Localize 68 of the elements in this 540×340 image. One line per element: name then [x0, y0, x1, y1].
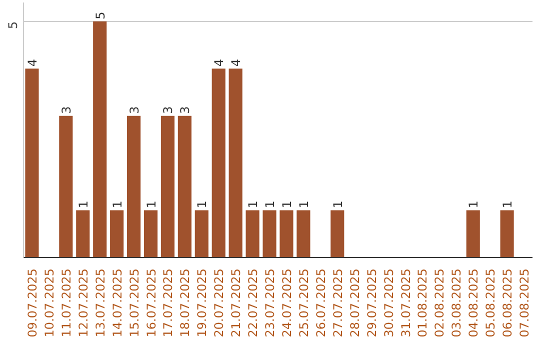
data-label: 3 [178, 106, 192, 114]
x-tick-label: 13.07.2025 [93, 268, 108, 338]
x-tick-label: 22.07.2025 [246, 268, 260, 338]
data-label: 1 [110, 200, 124, 208]
data-label: 1 [500, 200, 515, 208]
bar [93, 21, 107, 258]
bar [330, 210, 344, 258]
data-label: 3 [59, 106, 74, 114]
x-tick-label: 15.07.2025 [127, 268, 142, 338]
bar [246, 210, 260, 258]
data-label: 1 [195, 200, 210, 208]
bar [500, 210, 514, 258]
x-tick-label: 20.07.2025 [212, 268, 226, 338]
x-tick-label: 28.07.2025 [348, 268, 362, 338]
data-label: 4 [212, 58, 226, 67]
x-tick-label: 07.08.2025 [518, 268, 532, 338]
data-label: 3 [161, 106, 176, 114]
x-tick-label: 18.07.2025 [178, 268, 192, 338]
x-tick-label: 01.08.2025 [416, 268, 430, 338]
x-tick-label: 23.07.2025 [263, 268, 278, 338]
x-tick-label: 12.07.2025 [76, 268, 90, 338]
x-tick-label: 14.07.2025 [110, 268, 124, 338]
data-label: 1 [466, 200, 481, 208]
data-label: 4 [25, 58, 40, 67]
data-label: 1 [330, 200, 345, 208]
x-tick-label: 29.07.2025 [364, 268, 379, 338]
bar [110, 210, 124, 258]
x-tick-label: 06.08.2025 [500, 268, 515, 338]
x-tick-label: 09.07.2025 [25, 268, 40, 338]
bar [228, 68, 242, 258]
x-tick-label: 03.08.2025 [450, 268, 464, 338]
bar [194, 210, 208, 258]
bar [296, 210, 310, 258]
data-label: 3 [127, 106, 142, 114]
x-tick-label: 19.07.2025 [195, 268, 210, 338]
bar [212, 68, 226, 258]
data-label: 1 [144, 200, 158, 208]
bar [25, 68, 39, 258]
bar [280, 210, 294, 258]
bar [262, 210, 276, 258]
x-tick-label: 26.07.2025 [314, 268, 328, 338]
x-tick-label: 05.08.2025 [484, 268, 498, 338]
bar [126, 116, 141, 258]
bar [160, 116, 175, 258]
x-tick-label: 16.07.2025 [144, 268, 158, 338]
x-tick-label: 24.07.2025 [280, 268, 294, 338]
data-label: 4 [229, 58, 244, 67]
bar [178, 116, 192, 258]
data-label: 5 [93, 12, 108, 20]
data-label: 1 [280, 200, 294, 208]
x-tick-label: 11.07.2025 [59, 268, 74, 338]
x-tick-label: 21.07.2025 [229, 268, 244, 338]
bar [466, 210, 480, 258]
x-tick-label: 30.07.2025 [382, 268, 396, 338]
x-tick-label: 10.07.2025 [42, 268, 56, 338]
bar [76, 210, 90, 258]
x-tick-label: 02.08.2025 [432, 268, 447, 338]
x-tick-label: 25.07.2025 [296, 268, 311, 338]
x-tick-label: 17.07.2025 [161, 268, 176, 338]
data-label: 1 [246, 200, 260, 208]
bar [59, 116, 73, 258]
x-tick-label: 31.07.2025 [398, 268, 413, 338]
x-tick-label: 27.07.2025 [330, 268, 345, 338]
bar [144, 210, 158, 258]
x-tick-label: 04.08.2025 [466, 268, 481, 338]
data-label: 1 [296, 200, 311, 208]
data-label: 1 [76, 200, 90, 208]
data-label: 1 [263, 200, 278, 208]
